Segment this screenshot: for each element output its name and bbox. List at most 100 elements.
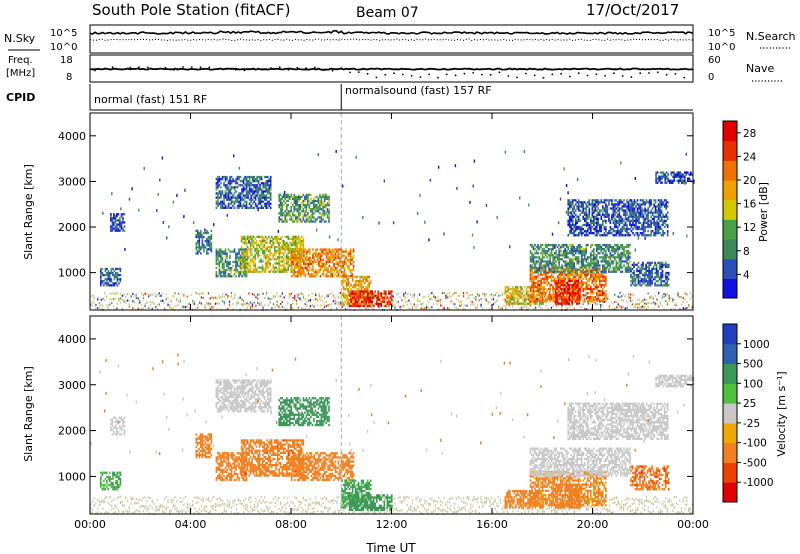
echo-cell — [348, 282, 351, 285]
echo-cell — [344, 275, 346, 279]
echo-cell — [491, 293, 493, 296]
echo-cell — [295, 299, 298, 302]
echo-cell — [359, 284, 361, 287]
echo-cell — [342, 282, 345, 285]
echo-cell — [640, 280, 643, 283]
echo-cell — [313, 275, 316, 278]
echo-cell — [303, 260, 305, 264]
echo-cell — [637, 269, 640, 273]
echo-cell — [385, 306, 387, 309]
echo-cell — [459, 294, 461, 297]
echo-cell — [420, 308, 422, 311]
echo-cell — [540, 292, 542, 295]
echo-cell — [223, 301, 225, 304]
echo-cell — [580, 245, 583, 249]
echo-cell — [527, 290, 529, 293]
echo-cell — [116, 280, 119, 283]
echo-cell — [235, 256, 237, 259]
echo-cell — [246, 302, 248, 305]
echo-cell — [260, 270, 262, 273]
echo-cell — [570, 252, 572, 255]
echo-cell — [574, 273, 577, 276]
echo-cell — [532, 275, 535, 278]
echo-cell — [144, 292, 146, 295]
echo-cell — [248, 270, 250, 273]
echo-cell — [555, 250, 557, 253]
echo-cell — [368, 300, 370, 303]
echo-cell — [283, 254, 285, 257]
echo-cell — [602, 294, 604, 297]
echo-cell — [226, 175, 228, 179]
echo-cell — [577, 287, 580, 291]
echo-cell — [510, 296, 513, 299]
echo-cell — [354, 279, 357, 283]
echo-cell — [450, 295, 452, 298]
echo-cell — [278, 260, 280, 263]
echo-cell — [633, 263, 635, 266]
echo-cell — [197, 303, 199, 306]
echo-cell — [380, 302, 382, 305]
echo-cell — [224, 271, 227, 274]
echo-cell — [364, 307, 366, 310]
echo-cell — [254, 194, 257, 197]
echo-cell — [293, 220, 296, 223]
echo-cell — [252, 235, 255, 238]
echo-cell — [122, 217, 124, 220]
echo-cell — [485, 293, 487, 296]
echo-cell — [247, 190, 249, 193]
echo-cell — [624, 307, 626, 310]
echo-cell — [600, 256, 603, 259]
echo-cell — [564, 254, 566, 257]
echo-cell — [532, 277, 535, 280]
echo-cell — [580, 279, 583, 282]
echo-cell — [357, 290, 360, 293]
echo-cell — [206, 244, 208, 247]
echo-cell — [544, 281, 547, 284]
echo-cell — [197, 231, 199, 235]
echo-cell — [298, 266, 301, 270]
echo-cell — [614, 250, 616, 253]
echo-cell — [645, 308, 648, 311]
echo-cell — [378, 302, 381, 305]
echo-cell — [588, 287, 591, 291]
nave-dot — [498, 71, 501, 74]
echo-cell — [362, 286, 364, 289]
echo-cell — [330, 303, 333, 306]
echo-cell — [321, 254, 323, 257]
echo-cell — [261, 237, 264, 240]
echo-cell — [174, 304, 176, 307]
echo-cell — [620, 264, 622, 267]
echo-cell — [287, 252, 290, 255]
echo-cell — [427, 295, 429, 298]
echo-cell — [275, 235, 277, 238]
echo-cell — [326, 216, 329, 219]
echo-cell — [547, 296, 550, 299]
echo-cell — [327, 294, 329, 297]
echo-cell — [286, 208, 288, 211]
echo-cell — [689, 292, 691, 295]
echo-cell — [151, 307, 153, 310]
echo-cell — [643, 278, 646, 281]
echo-cell — [580, 250, 583, 253]
echo-cell — [260, 260, 262, 263]
echo-cell — [559, 250, 562, 253]
echo-cell — [242, 204, 245, 207]
echo-cell — [207, 248, 210, 251]
echo-cell — [255, 248, 258, 251]
echo-cell — [245, 196, 248, 199]
echo-cell — [531, 290, 534, 293]
echo-cell — [624, 245, 627, 249]
echo-cell — [617, 303, 619, 306]
echo-cell — [246, 237, 249, 240]
echo-cell — [524, 305, 526, 308]
echo-cell — [149, 304, 152, 306]
echo-cell — [233, 273, 236, 276]
echo-cell — [427, 301, 429, 304]
echo-cell — [637, 303, 639, 306]
echo-cell — [440, 304, 442, 307]
echo-cell — [558, 252, 560, 255]
echo-cell — [602, 260, 604, 263]
echo-cell — [633, 265, 635, 269]
echo-cell — [264, 248, 267, 251]
echo-cell — [564, 262, 566, 265]
